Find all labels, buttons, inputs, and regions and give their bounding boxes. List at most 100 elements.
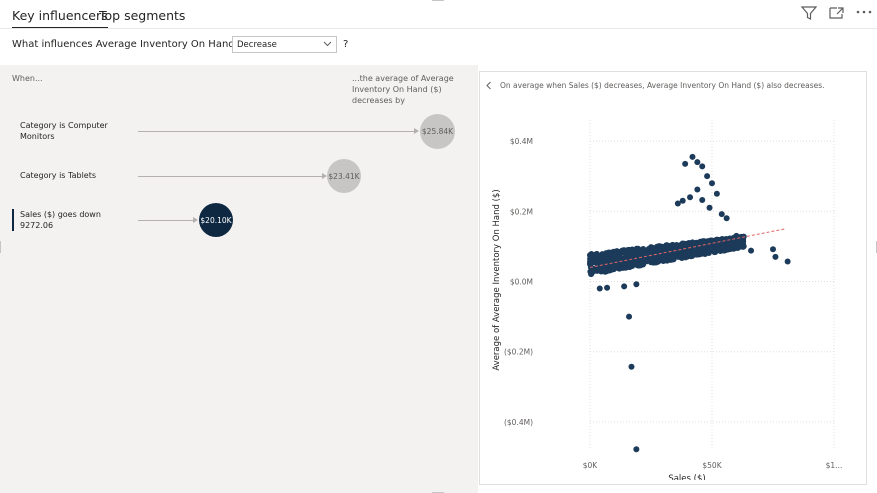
scatter-point [669, 241, 676, 248]
influencer-connector [138, 176, 323, 177]
influencer-value: $20.10K [200, 215, 232, 225]
scatter-point [625, 259, 632, 266]
scatter-point [672, 253, 679, 260]
scatter-point [587, 258, 594, 265]
influencer-bubble[interactable]: $23.41K [327, 159, 361, 193]
scatter-point [626, 246, 633, 253]
scatter-point [784, 258, 791, 265]
question-text: What influences Average Inventory On Han… [12, 39, 266, 50]
resize-handle-top[interactable] [432, 0, 444, 1]
scatter-point [748, 247, 755, 254]
x-tick-label: $50K [702, 461, 722, 470]
scatter-point [661, 256, 668, 263]
influencer-item-computer-monitors[interactable]: Category is Computer Monitors [20, 121, 108, 142]
more-options-icon[interactable] [855, 5, 873, 21]
direction-dropdown-value: Decrease [237, 40, 277, 50]
scatter-point [615, 250, 622, 257]
selected-indicator [12, 209, 14, 231]
tab-top-segments-label: Top segments [99, 8, 186, 23]
scatter-point [607, 261, 614, 268]
influencer-connector [138, 220, 194, 221]
resize-handle-left[interactable] [0, 241, 1, 253]
scatter-point [715, 245, 722, 252]
influencer-value: $25.84K [421, 127, 454, 136]
scatter-chart: $0.4M $0.2M $0.0M ($0.2M) ($0.4M) $0K $50K $1..… [492, 120, 843, 480]
y-tick-label: $0.0M [510, 277, 533, 286]
scatter-point [643, 250, 650, 257]
scatter-point [700, 238, 707, 245]
scatter-point [706, 204, 713, 211]
scatter-point [621, 283, 628, 290]
scatter-point [679, 197, 686, 204]
scatter-point [718, 211, 725, 218]
scatter-point [605, 249, 612, 256]
scatter-point [690, 239, 697, 246]
scatter-point [706, 241, 713, 248]
scatter-point [720, 246, 727, 253]
scatter-point [599, 255, 606, 262]
x-tick-label: $0K [583, 461, 599, 470]
scatter-point [704, 173, 711, 180]
scatter-point [617, 257, 624, 264]
influencer-item-sales[interactable]: Sales ($) goes down 9272.06 [20, 210, 101, 231]
average-column-header: ...the average of Average Inventory On H… [352, 74, 454, 105]
scatter-point [592, 254, 599, 261]
influencer-connector [138, 131, 415, 132]
scatter-point [713, 190, 720, 197]
connector-arrow-icon [193, 217, 198, 223]
x-tick-label: $1... [826, 461, 843, 470]
scatter-point [633, 446, 640, 453]
connector-arrow-icon [322, 173, 327, 179]
influencer-item-tablets[interactable]: Category is Tablets [20, 171, 96, 182]
y-tick-label: $0.2M [510, 207, 533, 216]
scatter-point [723, 215, 730, 222]
scatter-point [651, 247, 658, 254]
scatter-point [637, 262, 644, 269]
scatter-point [633, 281, 640, 288]
tab-key-influencers-label: Key influencers [12, 8, 108, 23]
influencers-panel [0, 65, 478, 493]
influencer-label: Category is Tablets [20, 171, 97, 180]
scatter-point [626, 313, 633, 320]
connector-arrow-icon [414, 128, 419, 134]
scatter-point [637, 250, 644, 257]
y-tick-label: $0.4M [510, 137, 533, 146]
scatter-point [695, 241, 702, 248]
y-tick-label: ($0.2M) [504, 348, 533, 357]
scatter-point [740, 243, 747, 250]
scatter-point [609, 253, 616, 260]
when-column-header: When... [12, 74, 43, 83]
y-tick-label: ($0.4M) [504, 418, 533, 427]
direction-dropdown[interactable]: Decrease [232, 36, 337, 53]
tab-key-influencers[interactable]: Key influencers [12, 8, 108, 29]
scatter-point [694, 159, 701, 166]
focus-mode-icon[interactable] [828, 5, 846, 21]
detail-panel [479, 71, 867, 485]
filter-icon[interactable] [801, 5, 819, 21]
scatter-point [717, 239, 724, 246]
tab-top-segments[interactable]: Top segments [99, 8, 185, 23]
scatter-point [709, 180, 715, 187]
influencer-bubble-selected[interactable]: $20.10K [199, 203, 233, 237]
chevron-left-icon[interactable] [485, 81, 493, 93]
scatter-point [733, 232, 740, 239]
help-icon[interactable]: ? [343, 39, 349, 50]
tab-separator [0, 28, 877, 29]
scatter-point [643, 258, 650, 265]
influencer-bubble[interactable]: $25.84K [420, 114, 455, 149]
scatter-point [674, 200, 681, 207]
influencer-label: Sales ($) goes down [20, 210, 101, 219]
scatter-point [607, 267, 614, 274]
scatter-point [654, 256, 661, 263]
y-axis-title: Average of Average Inventory On Hand ($) [492, 189, 502, 370]
scatter-point [625, 254, 632, 261]
influencer-value: $23.41K [328, 171, 360, 181]
scatter-point [676, 253, 683, 260]
scatter-point [694, 186, 701, 193]
scatter-point [735, 240, 742, 247]
influencer-sublabel: 9272.06 [20, 220, 54, 230]
scatter-point [682, 160, 689, 167]
scatter-point [597, 266, 604, 273]
scatter-point [704, 249, 711, 256]
